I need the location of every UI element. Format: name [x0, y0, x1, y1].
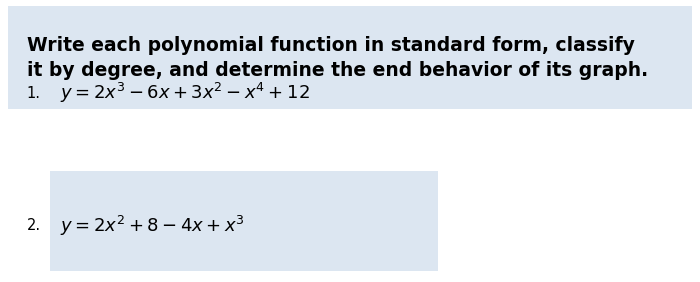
Text: Write each polynomial function in standard form, classify
it by degree, and dete: Write each polynomial function in standa…	[27, 36, 648, 80]
Text: 2.: 2.	[27, 218, 41, 233]
Text: $y = 2x^3 - 6x + 3x^2 - x^4 + 12$: $y = 2x^3 - 6x + 3x^2 - x^4 + 12$	[60, 81, 309, 105]
Text: 1.: 1.	[27, 85, 41, 101]
Text: $y = 2x^2 + 8 - 4x + x^3$: $y = 2x^2 + 8 - 4x + x^3$	[60, 213, 244, 238]
